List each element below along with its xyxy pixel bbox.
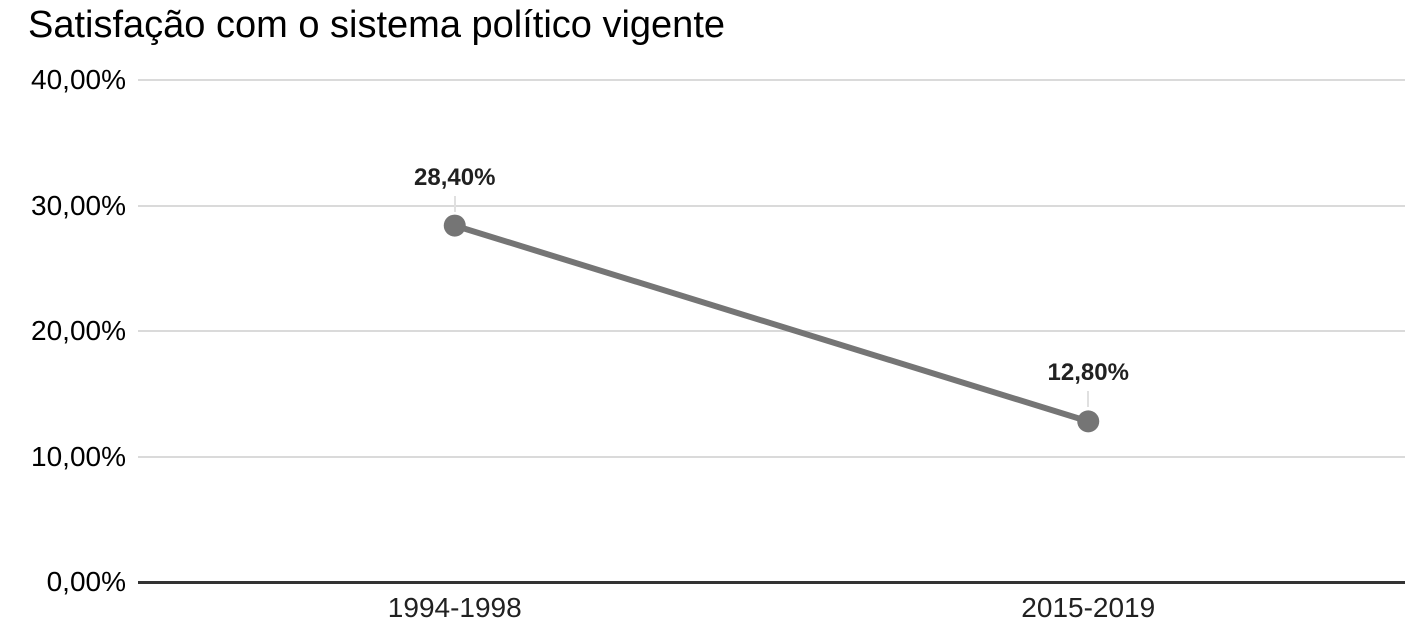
y-gridline (138, 330, 1405, 332)
y-axis-tick-label: 10,00% (31, 440, 126, 472)
y-gridline (138, 204, 1405, 207)
data-point[interactable] (443, 214, 466, 237)
y-axis-tick-label: 40,00% (31, 64, 126, 95)
y-gridline (138, 455, 1405, 458)
y-axis-tick-label: 30,00% (31, 189, 126, 221)
x-axis-category-label: 1994-1998 (387, 592, 522, 623)
series-line (451, 222, 1092, 425)
chart-title: Satisfação com o sistema político vigent… (28, 4, 726, 46)
data-label-leader-line (453, 195, 456, 212)
data-label-leader-line (1087, 391, 1090, 408)
x-axis-category-label: 2015-2019 (1021, 592, 1156, 623)
data-point[interactable] (1077, 410, 1100, 433)
y-axis-tick-label: 0,00% (46, 566, 126, 597)
data-point-label: 28,40% (414, 163, 496, 191)
y-gridline (138, 79, 1405, 81)
x-axis-baseline (138, 581, 1405, 584)
y-axis-tick-label: 20,00% (31, 315, 126, 346)
data-point-label: 12,80% (1047, 359, 1129, 387)
